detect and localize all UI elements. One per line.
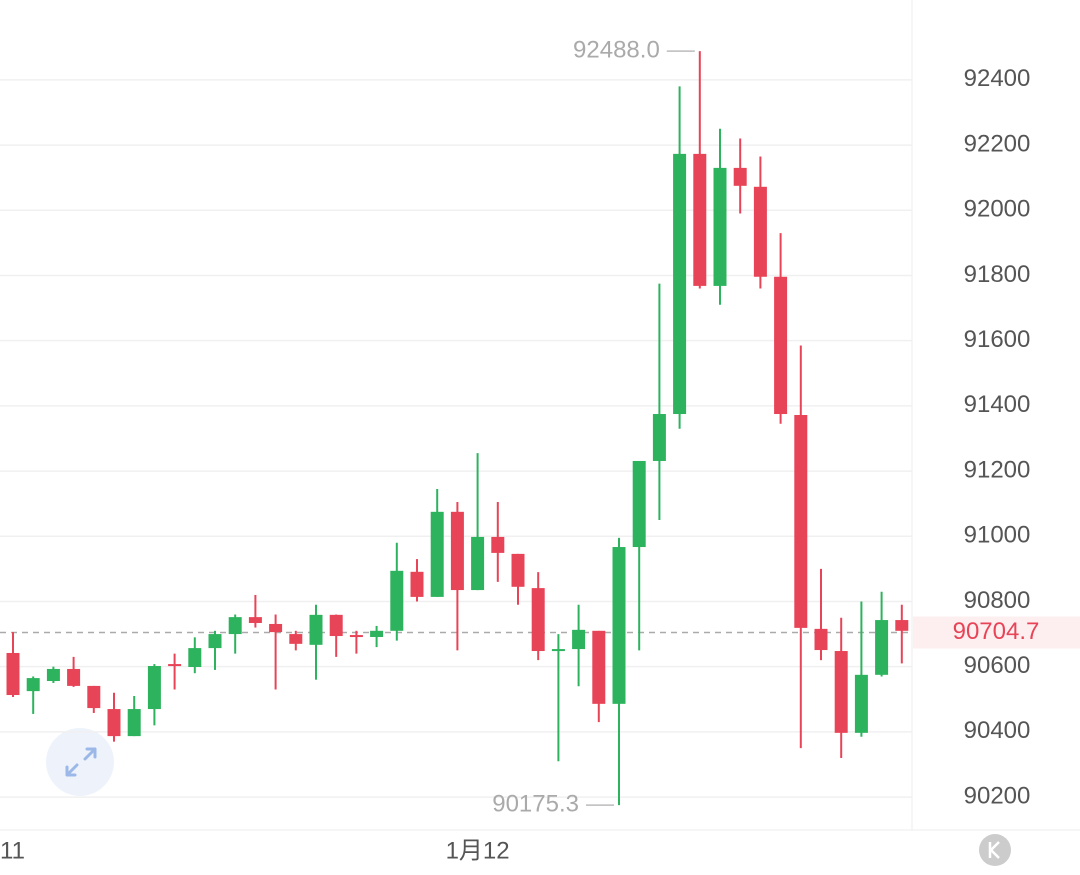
k-button[interactable] [979, 834, 1011, 866]
candle-body [632, 460, 646, 548]
candle-body [572, 629, 586, 650]
candle-body [551, 649, 565, 652]
candle-body [309, 614, 323, 645]
candle-body [652, 414, 666, 461]
y-tick-label: 91600 [964, 326, 1031, 353]
low-annotation: 90175.3 [492, 790, 579, 817]
last-price-tag [913, 616, 1080, 649]
y-tick-label: 92200 [964, 130, 1031, 157]
y-tick-label: 90800 [964, 587, 1031, 614]
candle-body [248, 617, 262, 623]
y-tick-label: 92000 [964, 196, 1031, 223]
candle-body [491, 536, 505, 553]
candle-body [471, 536, 485, 591]
candle-body [208, 634, 222, 649]
y-tick-label: 90400 [964, 717, 1031, 744]
y-tick-label: 92400 [964, 65, 1031, 92]
candle-body [531, 588, 545, 652]
candle-body [349, 635, 363, 638]
candle-body [673, 153, 687, 415]
last-price-label: 90704.7 [953, 618, 1040, 645]
candle-body [834, 651, 848, 733]
candle-body [854, 674, 868, 733]
y-tick-label: 91000 [964, 522, 1031, 549]
y-tick-label: 90200 [964, 782, 1031, 809]
candle-body [774, 276, 788, 415]
candle-body [370, 630, 384, 638]
candle-body [390, 570, 404, 631]
candle-body [168, 664, 182, 667]
candle-body [188, 648, 202, 667]
candle-body [329, 614, 343, 637]
candle-body [289, 634, 303, 644]
candle-body [228, 617, 242, 635]
candle-body [511, 553, 525, 587]
y-tick-label: 91400 [964, 391, 1031, 418]
candle-body [814, 628, 828, 651]
high-annotation: 92488.0 [573, 37, 660, 64]
x-tick-label: 11 [0, 837, 25, 864]
y-tick-label: 91200 [964, 456, 1031, 483]
candle-body [895, 620, 909, 631]
candle-body [794, 415, 808, 628]
candle-body [410, 571, 424, 597]
candle-body [430, 511, 444, 597]
candle-body [67, 668, 81, 686]
expand-button[interactable] [46, 728, 114, 796]
candle-body [46, 668, 60, 682]
candle-body [693, 153, 707, 286]
candle-body [269, 623, 283, 633]
candle-body [147, 666, 161, 710]
candle-body [733, 167, 747, 186]
candle-body [713, 167, 727, 286]
candle-body [592, 630, 606, 704]
candle-body [875, 620, 889, 675]
candle-body [26, 678, 40, 692]
candle-body [450, 511, 464, 591]
candle-body [127, 709, 141, 737]
candle-body [107, 709, 121, 737]
y-tick-label: 91800 [964, 261, 1031, 288]
y-tick-label: 90600 [964, 652, 1031, 679]
candle-body [612, 547, 626, 704]
x-tick-label: 1月12 [446, 837, 510, 864]
candle-body [87, 685, 101, 709]
candle-body [6, 652, 20, 696]
candle-body [753, 186, 767, 277]
